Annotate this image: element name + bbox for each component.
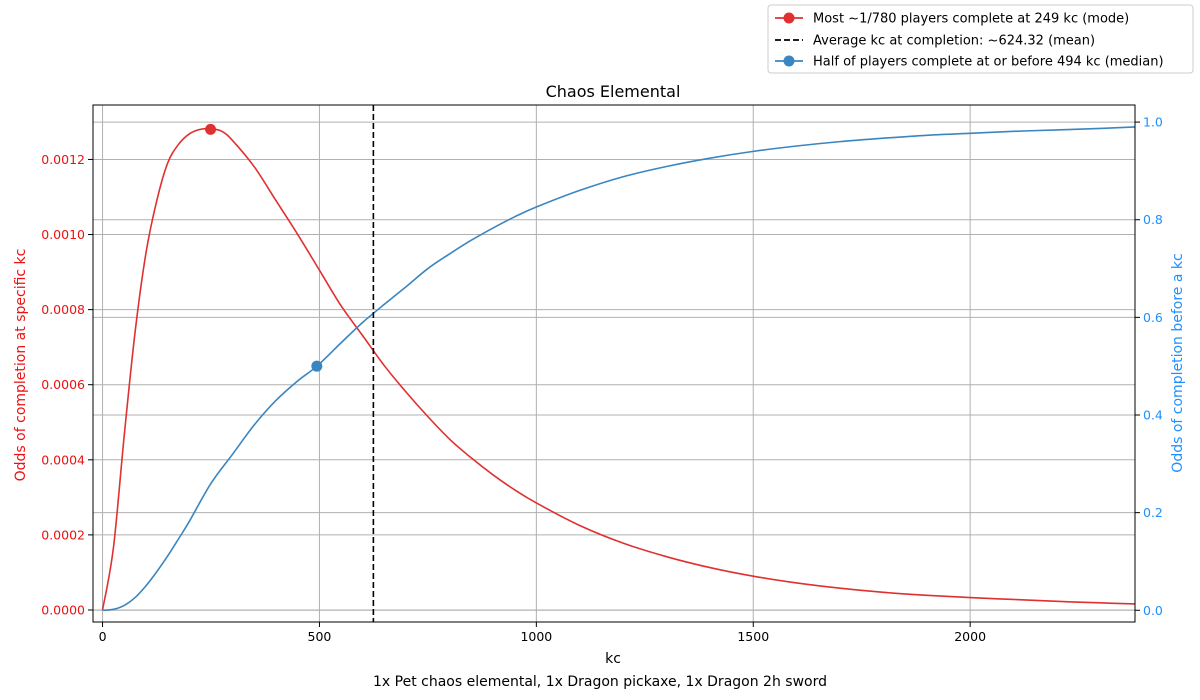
legend-box [767, 4, 1194, 74]
x-axis-label: kc [605, 651, 621, 667]
mode-marker [205, 123, 217, 135]
legend-marker-median [783, 55, 795, 67]
y-right-tick-label: 1.0 [1143, 115, 1163, 130]
y-left-tick-label: 0.0008 [41, 302, 85, 317]
axis-ticks: 0 500 1000 1500 2000 0.0000 0.0002 0.0004 0.0006… [41, 115, 1163, 644]
y-left-tick-label: 0.0012 [41, 152, 85, 167]
y-left-tick-label: 0.0002 [41, 527, 85, 542]
legend-marker-mode [783, 12, 795, 24]
y-right-tick-label: 0.4 [1143, 408, 1163, 423]
y-left-tick-label: 0.0006 [41, 377, 85, 392]
y-left-tick-label: 0.0004 [41, 452, 85, 467]
pmf-line [101, 127, 1135, 611]
y-right-tick-label: 0.8 [1143, 212, 1163, 227]
legend-label-mean: Average kc at completion: ~624.32 (mean) [813, 34, 1095, 49]
grid [93, 105, 1135, 622]
y-left-tick-label: 0.0000 [41, 602, 85, 617]
y-left-tick-label: 0.0010 [41, 227, 85, 242]
y-right-tick-label: 0.2 [1143, 505, 1163, 520]
legend-label-mode: Most ~1/780 players complete at 249 kc (… [813, 12, 1129, 27]
chart-title: Chaos Elemental [546, 82, 681, 101]
y-axis-left-label: Odds of completion at specific kc [13, 249, 29, 482]
legend: Most ~1/780 players complete at 249 kc (… [767, 4, 1194, 74]
x-tick-label: 0 [99, 629, 107, 644]
median-marker [311, 360, 323, 372]
plot-area [101, 105, 1135, 622]
x-tick-label: 1500 [737, 629, 769, 644]
x-tick-label: 500 [308, 629, 332, 644]
plot-frame [92, 104, 1136, 623]
cdf-line [102, 126, 1135, 612]
x-tick-label: 1000 [520, 629, 552, 644]
legend-label-median: Half of players complete at or before 49… [813, 55, 1164, 70]
caption: 1x Pet chaos elemental, 1x Dragon pickax… [373, 674, 827, 690]
y-right-tick-label: 0.0 [1143, 603, 1163, 618]
y-axis-right-label: Odds of completion before a kc [1170, 253, 1186, 472]
y-right-tick-label: 0.6 [1143, 310, 1163, 325]
x-tick-label: 2000 [954, 629, 986, 644]
